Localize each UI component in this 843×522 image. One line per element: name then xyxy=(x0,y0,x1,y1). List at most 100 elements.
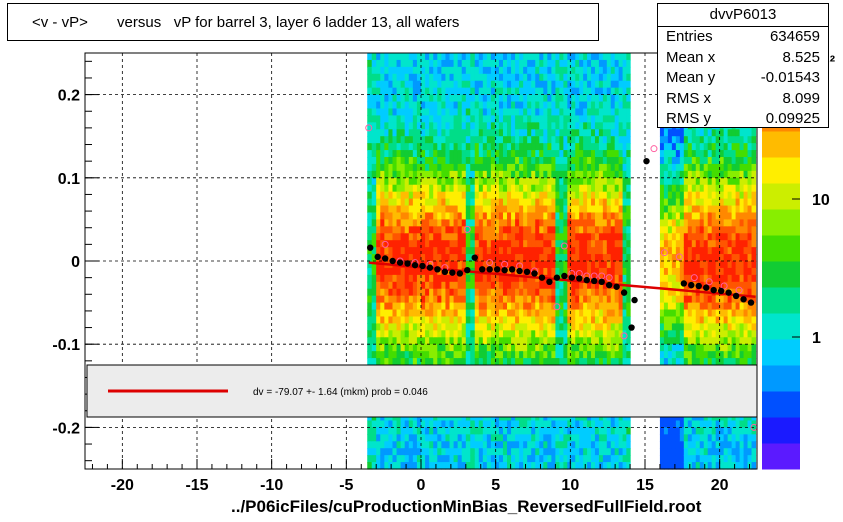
grid-lines xyxy=(85,53,757,469)
profile-point xyxy=(561,272,568,280)
colorbar-tick-label: 10 xyxy=(812,192,830,209)
colorbar-bin xyxy=(762,417,800,444)
profile-point xyxy=(576,275,583,282)
profile-point xyxy=(631,296,638,304)
stats-label: RMS y xyxy=(666,110,711,127)
x-tick-label: 5 xyxy=(491,477,500,494)
y-tick-label: -0.1 xyxy=(52,337,80,354)
profile-point xyxy=(717,287,725,295)
stats-row-mean-x: Mean x 8.525 xyxy=(658,48,828,69)
profile-point xyxy=(568,274,576,281)
profile-point xyxy=(441,268,449,276)
chart-title: <v - vP> versus vP for barrel 3, layer 6… xyxy=(32,14,460,31)
open-marker xyxy=(660,249,668,257)
stats-value: 8.099 xyxy=(782,89,820,107)
x-tick-label: 10 xyxy=(561,477,579,494)
fit-line xyxy=(368,261,756,299)
profile-point xyxy=(419,262,426,270)
x-tick-label: -10 xyxy=(260,477,283,494)
profile-point xyxy=(374,253,381,261)
open-marker xyxy=(735,286,743,294)
legend-fit-text: dv = -79.07 +- 1.64 (mkm) prob = 0.046 xyxy=(253,387,428,398)
x-tick-label: -15 xyxy=(185,477,208,494)
profile-point xyxy=(479,266,486,273)
colorbar-bin xyxy=(762,131,800,158)
profile-point xyxy=(710,286,717,294)
profile-point xyxy=(434,266,441,273)
open-marker xyxy=(705,278,713,286)
y-tick-label: -0.2 xyxy=(52,420,80,437)
x-tick-label: 0 xyxy=(417,477,426,494)
profile-point xyxy=(747,299,755,306)
stats-box: dvvP6013 Entries 634659 Mean x 8.525 Mea… xyxy=(657,3,829,128)
profile-point xyxy=(688,281,695,289)
title-box: <v - vP> versus vP for barrel 3, layer 6… xyxy=(7,3,599,41)
stats-row-mean-y: Mean y -0.01543 xyxy=(658,68,828,89)
legend-box: dv = -79.07 +- 1.64 (mkm) prob = 0.046 xyxy=(86,364,758,418)
colorbar-bin xyxy=(762,183,800,210)
profile-point xyxy=(426,264,434,271)
profile-point xyxy=(493,266,501,273)
open-marker xyxy=(365,124,373,132)
colorbar-bin xyxy=(762,235,800,262)
colorbar-bin xyxy=(762,261,800,288)
marker-layer xyxy=(365,124,758,431)
colorbar-bin xyxy=(762,157,800,184)
profile-point xyxy=(583,276,590,284)
profile-point xyxy=(620,289,628,296)
stats-value: 634659 xyxy=(769,28,820,45)
profile-point xyxy=(404,260,411,267)
profile-point xyxy=(508,266,516,273)
profile-point xyxy=(531,270,538,277)
x-tick-label: 20 xyxy=(711,477,729,494)
profile-point xyxy=(381,255,389,262)
profile-point xyxy=(486,266,493,273)
stats-row-entries: Entries 634659 xyxy=(658,27,828,48)
open-marker xyxy=(486,259,494,267)
open-marker xyxy=(720,282,728,290)
profile-point xyxy=(411,261,419,269)
colorbar-bin xyxy=(762,365,800,392)
open-marker xyxy=(675,253,683,261)
open-marker xyxy=(690,274,698,282)
profile-point xyxy=(680,280,688,287)
stats-name: dvvP6013 xyxy=(658,4,828,27)
open-marker xyxy=(560,242,568,250)
colorbar-bin xyxy=(762,391,800,418)
file-path-label: ../P06icFiles/cuProductionMinBias_Revers… xyxy=(231,497,702,516)
colorbar-bin xyxy=(762,339,800,366)
profile-point xyxy=(725,289,732,296)
colorbar-bin xyxy=(762,443,800,470)
stats-value: 8.525 xyxy=(782,48,820,66)
x-tick-label: -20 xyxy=(111,477,134,494)
open-marker xyxy=(553,303,561,311)
y-tick-label: 0.2 xyxy=(58,88,80,105)
axes: -20 -15 -10 -5 0 5 10 15 20 0.2 0.1 0 -0.1 -0.2 xyxy=(52,60,751,494)
profile-point xyxy=(740,296,747,303)
colorbar-tick-label: 1 xyxy=(812,330,821,347)
stats-label: Mean x xyxy=(666,48,716,66)
profile-point xyxy=(389,257,396,265)
stats-value: -0.01543 xyxy=(760,69,820,86)
stats-label: Entries xyxy=(666,28,713,45)
profile-point xyxy=(591,277,598,285)
profile-point xyxy=(546,278,553,285)
profile-point xyxy=(516,267,523,275)
open-marker xyxy=(620,332,628,340)
profile-point xyxy=(732,292,740,300)
y-tick-label: 0.1 xyxy=(58,171,80,188)
stats-label: Mean y xyxy=(666,69,716,86)
profile-point xyxy=(553,274,561,281)
profile-point xyxy=(396,259,404,266)
y-tick-label: 0 xyxy=(71,254,80,271)
open-marker xyxy=(650,145,658,153)
profile-point xyxy=(501,266,508,274)
profile-point xyxy=(471,254,478,261)
profile-point xyxy=(598,278,605,285)
profile-point xyxy=(523,268,531,276)
fit-layer xyxy=(368,261,756,299)
x-tick-label: -5 xyxy=(339,477,353,494)
profile-point xyxy=(703,284,710,291)
profile-point xyxy=(613,283,620,290)
